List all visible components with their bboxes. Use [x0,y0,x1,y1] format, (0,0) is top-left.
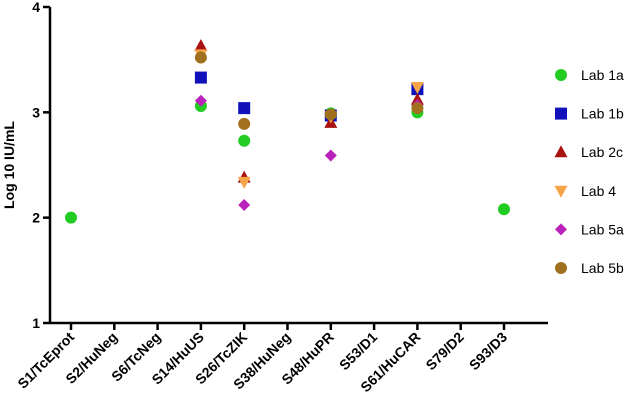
point-lab-2c [410,92,424,105]
legend-label-lab-5b: Lab 5b [581,260,624,276]
legend-marker-lab-2c [554,145,568,158]
legend-label-lab-5a: Lab 5a [581,221,624,237]
point-lab-5b [411,102,424,115]
point-lab-5b [194,51,207,64]
y-tick-label: 4 [32,0,40,15]
point-lab-1a [498,203,510,216]
legend-label-lab-1b: Lab 1b [581,106,624,122]
y-tick-label: 1 [32,315,40,331]
point-lab-1a [65,211,77,224]
legend-label-lab-4: Lab 4 [581,183,616,199]
x-axis-ticks: S1/TcEprotS2/HuNegS6/TcNegS14/HuUSS26/Tc… [14,323,510,395]
legend-label-lab-2c: Lab 2c [581,144,623,160]
legend: Lab 1a Lab 1b Lab 2c Lab 4 Lab 5a Lab 5b [554,67,624,276]
legend-label-lab-1a: Lab 1a [581,67,624,83]
point-lab-1b [194,71,207,84]
point-lab-5b [238,117,251,130]
legend-marker-lab-4 [554,185,568,198]
point-lab-5a [194,94,207,107]
y-tick-label: 3 [32,104,40,120]
legend-marker-lab-1a [555,69,567,81]
y-axis-ticks: 1 2 3 4 [32,0,50,331]
point-lab-5a [238,199,251,212]
point-lab-1a [238,134,251,147]
x-tick-label: S79/D2 [422,329,466,373]
legend-marker-lab-5b [555,262,567,274]
x-tick-label: S93/D3 [466,329,510,373]
point-lab-4 [410,82,424,95]
legend-marker-lab-5a [555,223,567,236]
point-lab-5a [324,149,337,162]
legend-marker-lab-1b [555,107,567,120]
point-lab-2c [194,38,208,51]
point-lab-4 [237,176,251,189]
point-lab-5b [324,108,337,121]
y-axis-label: Log 10 IU/mL [1,121,17,209]
point-lab-1b [238,102,251,115]
y-tick-label: 2 [32,210,40,226]
data-points [65,38,510,224]
axes [48,7,548,325]
